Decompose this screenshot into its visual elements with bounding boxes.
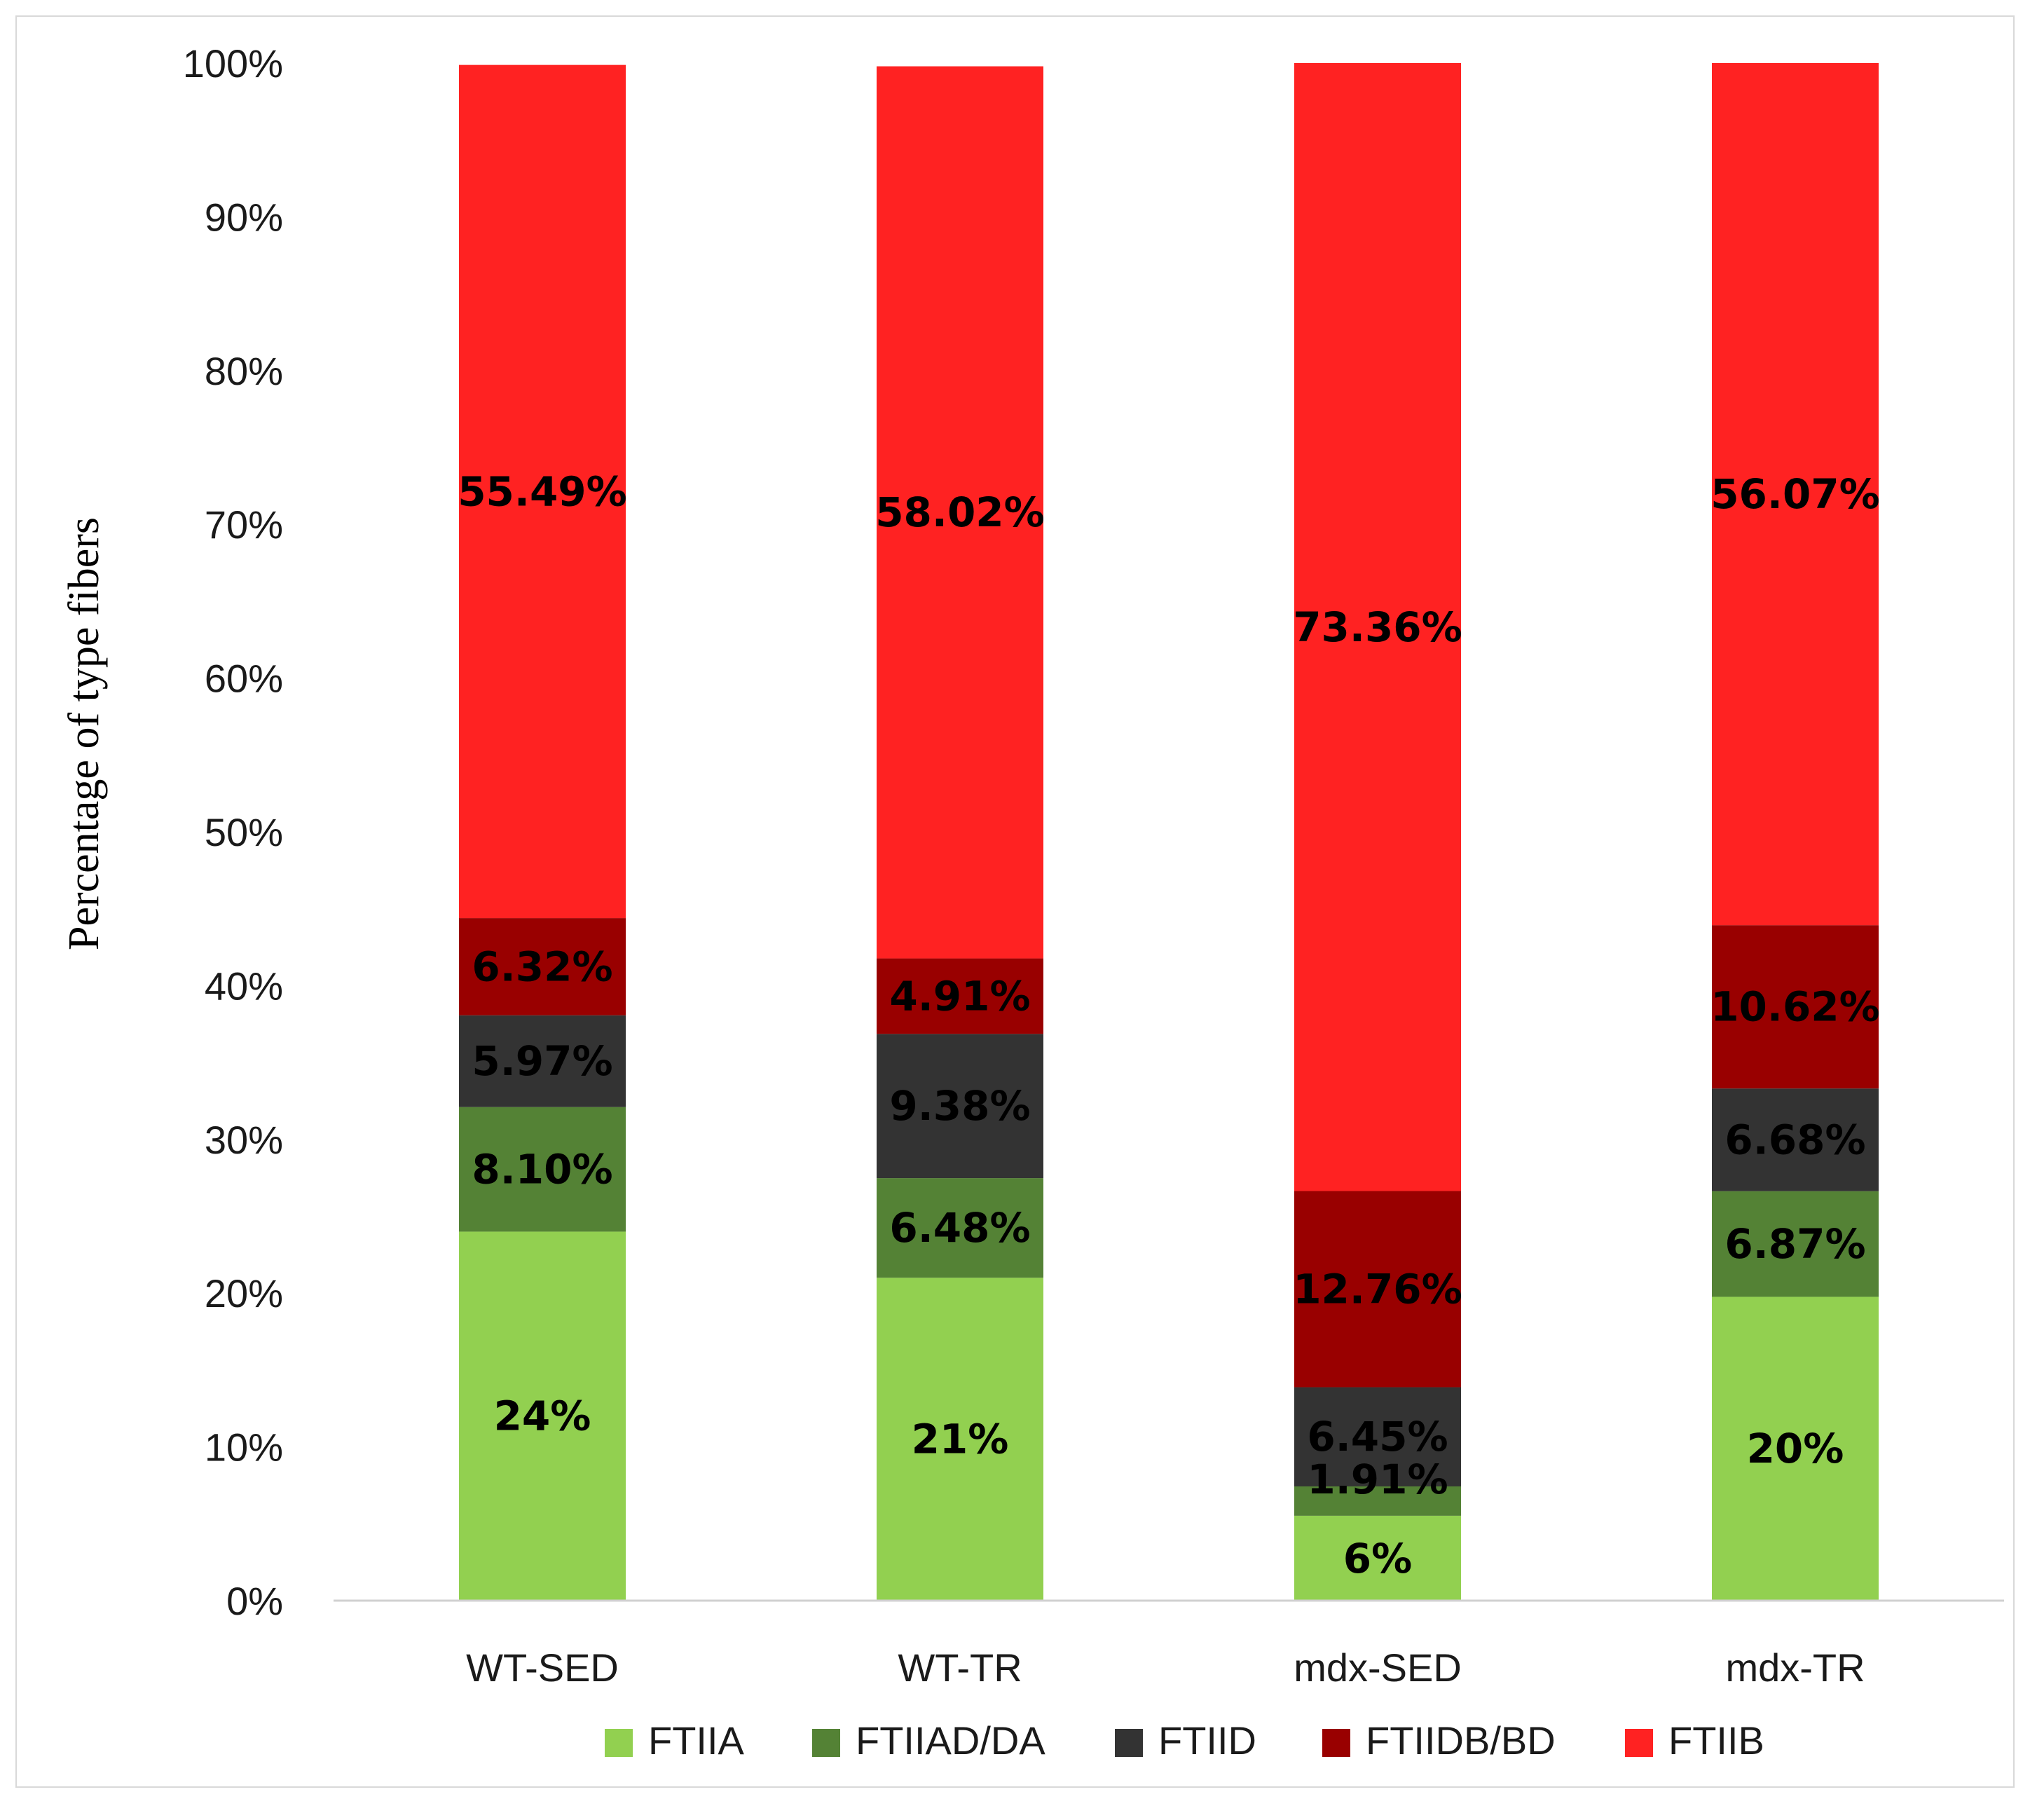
y-tick-label: 50% (205, 810, 283, 854)
data-label-wt-sed-ftiidb-bd: 6.32% (472, 943, 612, 990)
data-labels-layer: 24% 8.10% 5.97% 6.32% 55.49% 21% 6.48% 9.38% 4.9… (458, 467, 1880, 1582)
bar-segment-wt-tr-ftiid (877, 1034, 1043, 1179)
data-label-wt-tr-ftiib: 58.02% (875, 488, 1045, 536)
y-tick-label: 20% (205, 1271, 283, 1315)
bar-segment-mdx-tr-ftiid (1712, 1088, 1879, 1191)
legend-label-ftiib: FTIIB (1668, 1718, 1764, 1763)
bar-segment-wt-tr-ftiidb-bd (877, 958, 1043, 1034)
data-label-mdx-sed-ftiiad-da: 1.91% (1307, 1456, 1448, 1503)
x-tick-label: WT-SED (466, 1645, 619, 1690)
bars-layer (459, 63, 1879, 1601)
bar-segment-wt-sed-ftiia (459, 1231, 626, 1601)
y-axis: 0% 10% 20% 30% 40% 50% 60% 70% 80% 90% 100% (183, 41, 283, 1623)
bar-segment-mdx-sed-ftiidb-bd (1294, 1191, 1461, 1388)
x-tick-label: mdx-TR (1725, 1645, 1865, 1690)
y-tick-label: 80% (205, 349, 283, 393)
legend: FTIIA FTIIAD/DA FTIID FTIIDB/BD FTIIB (605, 1718, 1764, 1763)
legend-swatch-ftiidb-bd (1322, 1729, 1350, 1757)
data-label-wt-sed-ftiib: 55.49% (458, 467, 627, 515)
bar-segment-wt-tr-ftiib (877, 66, 1043, 959)
x-tick-label: mdx-SED (1294, 1645, 1462, 1690)
y-tick-label: 90% (205, 195, 283, 239)
data-label-wt-sed-ftiid: 5.97% (472, 1037, 612, 1085)
y-tick-label: 100% (183, 41, 283, 85)
bar-segment-mdx-tr-ftiiad-da (1712, 1191, 1879, 1297)
data-label-mdx-sed-ftiib: 73.36% (1293, 603, 1462, 651)
bar-segment-wt-sed-ftiiad-da (459, 1107, 626, 1232)
legend-swatch-ftiiad-da (812, 1729, 840, 1757)
y-tick-label: 70% (205, 502, 283, 547)
bar-segment-wt-tr-ftiiad-da (877, 1178, 1043, 1278)
data-label-mdx-tr-ftiid: 6.68% (1724, 1116, 1865, 1163)
data-label-wt-tr-ftiid: 9.38% (889, 1082, 1030, 1130)
bar-segment-mdx-sed-ftiib (1294, 63, 1461, 1191)
data-label-wt-sed-ftiia: 24% (494, 1393, 591, 1440)
data-label-mdx-sed-ftiidb-bd: 12.76% (1293, 1265, 1462, 1313)
bar-segment-wt-sed-ftiib (459, 64, 626, 919)
bar-segment-mdx-sed-ftiid (1294, 1387, 1461, 1486)
data-label-mdx-sed-ftiia: 6% (1343, 1535, 1412, 1582)
y-axis-title: Percentage of type fibers (60, 517, 108, 950)
legend-label-ftiid: FTIID (1158, 1718, 1256, 1763)
bar-segment-mdx-tr-ftiidb-bd (1712, 925, 1879, 1089)
bar-segment-mdx-sed-ftiia (1294, 1515, 1461, 1601)
legend-swatch-ftiid (1115, 1729, 1143, 1757)
data-label-mdx-tr-ftiiad-da: 6.87% (1724, 1220, 1865, 1268)
bar-segment-wt-sed-ftiidb-bd (459, 918, 626, 1015)
data-label-mdx-tr-ftiib: 56.07% (1710, 470, 1880, 518)
y-tick-label: 0% (226, 1579, 283, 1623)
data-label-mdx-sed-ftiid: 6.45% (1307, 1413, 1448, 1460)
data-label-mdx-tr-ftiidb-bd: 10.62% (1710, 983, 1880, 1031)
data-label-wt-tr-ftiiad-da: 6.48% (889, 1204, 1030, 1252)
bar-segment-mdx-tr-ftiib (1712, 63, 1879, 926)
x-tick-label: WT-TR (898, 1645, 1022, 1690)
y-tick-label: 10% (205, 1425, 283, 1470)
bar-segment-mdx-sed-ftiiad-da (1294, 1486, 1461, 1516)
legend-swatch-ftiia (605, 1729, 633, 1757)
bar-segment-mdx-tr-ftiia (1712, 1296, 1879, 1601)
y-tick-label: 60% (205, 657, 283, 701)
legend-label-ftiiad-da: FTIIAD/DA (856, 1718, 1045, 1763)
data-label-wt-sed-ftiiad-da: 8.10% (472, 1146, 612, 1193)
legend-label-ftiidb-bd: FTIIDB/BD (1366, 1718, 1556, 1763)
data-label-mdx-tr-ftiia: 20% (1747, 1425, 1844, 1472)
y-tick-label: 30% (205, 1118, 283, 1162)
bar-segment-wt-sed-ftiid (459, 1015, 626, 1107)
y-tick-label: 40% (205, 964, 283, 1008)
x-axis: WT-SED WT-TR mdx-SED mdx-TR (334, 1599, 2004, 1690)
bar-segment-wt-tr-ftiia (877, 1278, 1043, 1601)
legend-label-ftiia: FTIIA (648, 1718, 745, 1763)
data-label-wt-tr-ftiia: 21% (912, 1416, 1009, 1463)
legend-swatch-ftiib (1625, 1729, 1653, 1757)
data-label-wt-tr-ftiidb-bd: 4.91% (889, 972, 1030, 1020)
